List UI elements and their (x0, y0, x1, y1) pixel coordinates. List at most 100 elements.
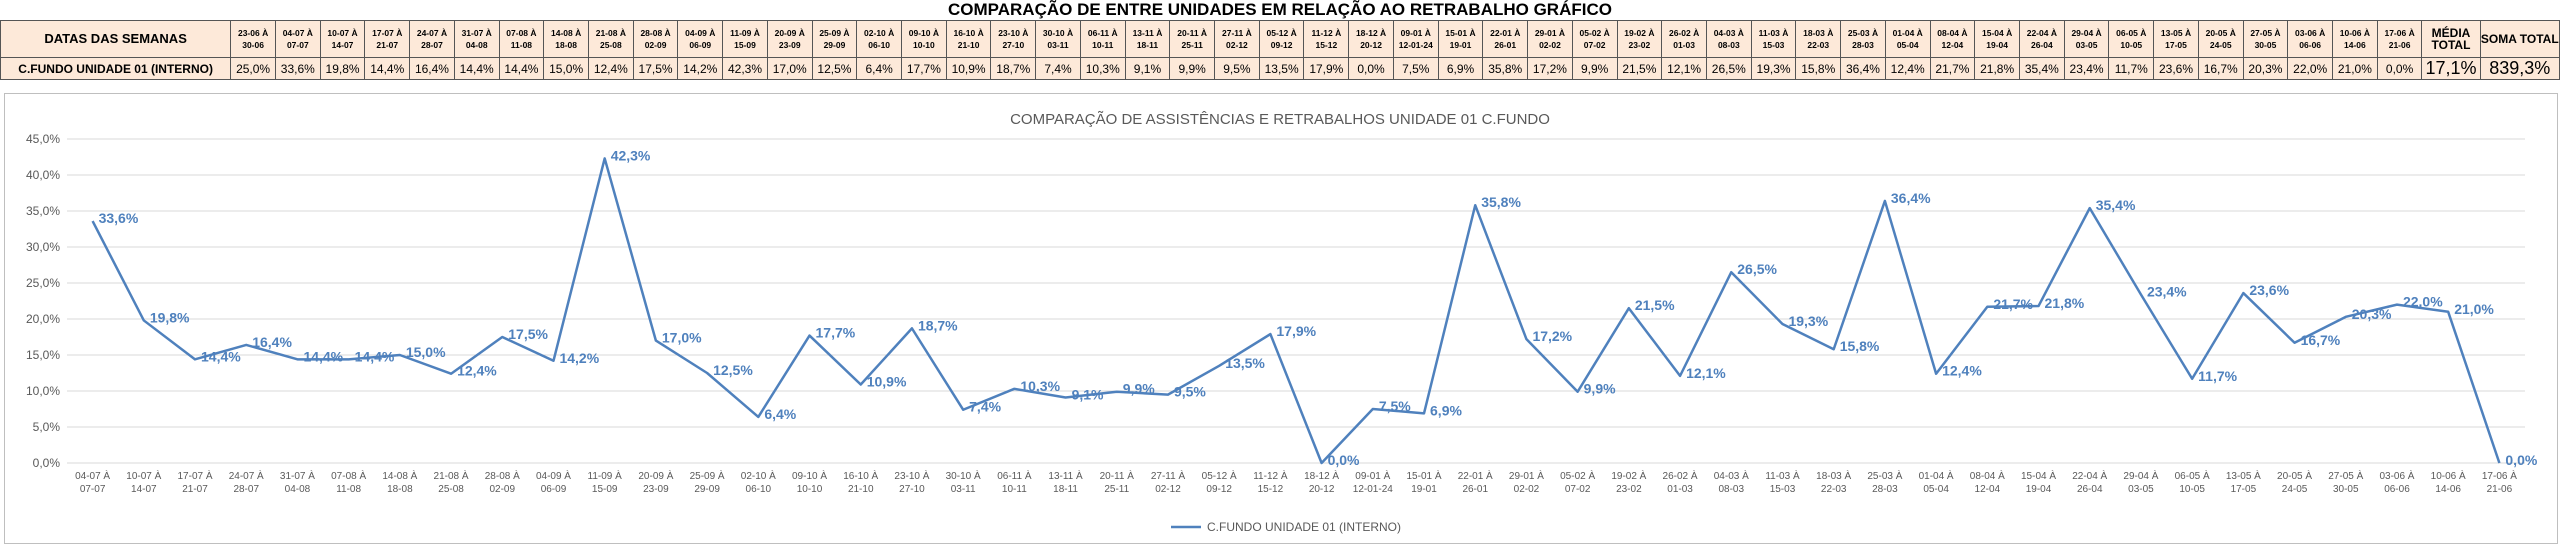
header-row: DATAS DAS SEMANAS 23-06 À 30-06 04-07 À 0… (0, 20, 2560, 58)
week-value: 35,8% (1482, 57, 1529, 80)
week-value: 17,9% (1303, 57, 1350, 80)
x-tick-label: 28-03 (1872, 484, 1898, 495)
x-tick-label: 28-08 À (485, 469, 520, 482)
chart-area: COMPARAÇÃO DE ASSISTÊNCIAS E RETRABALHOS… (4, 93, 2558, 544)
x-tick-label: 05-04 (1923, 484, 1949, 495)
week-header: 09-01 À 12-01-24 (1392, 20, 1439, 58)
data-label: 6,4% (764, 406, 796, 422)
x-tick-label: 21-07 (182, 484, 208, 495)
media-value: 17,1% (2421, 57, 2481, 80)
data-label: 9,9% (1123, 381, 1155, 397)
week-header: 01-04 À 05-04 (1884, 20, 1931, 58)
week-value: 23,4% (2063, 57, 2110, 80)
data-label: 0,0% (2505, 452, 2537, 468)
x-tick-label: 20-11 À (1100, 469, 1135, 482)
week-header: 09-10 À 10-10 (901, 20, 947, 58)
data-label: 19,8% (150, 309, 190, 325)
week-header: 18-03 À 22-03 (1795, 20, 1842, 58)
x-tick-label: 06-05 À (2175, 469, 2210, 482)
x-tick-label: 21-08 À (434, 469, 469, 482)
week-value: 33,6% (274, 57, 321, 80)
week-value: 19,3% (1750, 57, 1797, 80)
week-header: 06-11 À 10-11 (1079, 20, 1126, 58)
x-tick-label: 12-01-24 (1353, 484, 1393, 495)
week-header: 29-04 À 03-05 (2063, 20, 2110, 58)
y-tick-label: 45,0% (26, 132, 60, 146)
y-tick-label: 0,0% (33, 456, 61, 470)
x-tick-label: 22-03 (1821, 484, 1847, 495)
x-tick-label: 23-02 (1616, 484, 1642, 495)
data-label: 17,7% (816, 325, 856, 341)
week-value: 0,0% (1348, 57, 1394, 80)
data-label: 7,4% (969, 399, 1001, 415)
x-tick-label: 27-10 (899, 484, 925, 495)
x-tick-label: 25-08 (438, 484, 464, 495)
week-header: 04-03 À 08-03 (1705, 20, 1752, 58)
x-tick-label: 17-07 À (178, 469, 213, 482)
x-axis: 04-07 À 07-07 10-07 À 14-07 17-07 À 21-07 24-0… (75, 469, 2517, 495)
week-header: 11-03 À 15-03 (1750, 20, 1797, 58)
data-label: 33,6% (99, 210, 139, 226)
data-label: 17,5% (508, 326, 548, 342)
data-label: 19,3% (1788, 313, 1828, 329)
week-header: 26-02 À 01-03 (1661, 20, 1707, 58)
x-tick-label: 21-06 (2487, 484, 2513, 495)
x-tick-label: 04-07 À (75, 469, 110, 482)
x-tick-label: 27-11 À (1151, 469, 1186, 482)
week-value: 12,4% (587, 57, 634, 80)
data-label: 16,4% (252, 334, 292, 350)
gridlines (67, 138, 2525, 464)
data-label: 10,3% (1020, 378, 1060, 394)
y-tick-label: 25,0% (26, 276, 60, 290)
x-tick-label: 24-05 (2282, 484, 2308, 495)
page-title: COMPARAÇÃO DE ENTRE UNIDADES EM RELAÇÃO … (948, 0, 1612, 19)
week-header: 03-06 À 06-06 (2287, 20, 2334, 58)
x-tick-label: 14-06 (2435, 484, 2461, 495)
week-header: 13-11 À 18-11 (1124, 20, 1171, 58)
data-label: 16,7% (2301, 332, 2341, 348)
x-tick-label: 09-01 À (1355, 469, 1390, 482)
y-tick-label: 10,0% (26, 384, 60, 398)
x-tick-label: 17-05 (2231, 484, 2257, 495)
week-header: 20-11 À 25-11 (1169, 20, 1216, 58)
week-header: 10-07 À 14-07 (319, 20, 366, 58)
week-header: 07-08 À 11-08 (498, 20, 545, 58)
week-header: 10-06 À 14-06 (2332, 20, 2378, 58)
x-tick-label: 05-12 À (1202, 469, 1237, 482)
data-label: 12,4% (457, 363, 497, 379)
week-value: 42,3% (722, 57, 768, 80)
x-tick-label: 30-10 À (946, 469, 981, 482)
x-tick-label: 26-01 (1462, 484, 1488, 495)
x-tick-label: 20-09 À (638, 469, 673, 482)
week-value: 16,7% (2197, 57, 2244, 80)
data-label: 12,1% (1686, 365, 1726, 381)
x-tick-label: 27-05 À (2328, 469, 2363, 482)
week-value: 12,4% (1884, 57, 1931, 80)
x-tick-label: 15-01 À (1407, 469, 1442, 482)
week-value: 17,5% (632, 57, 679, 80)
week-value: 14,4% (364, 57, 411, 80)
data-label: 21,7% (1993, 296, 2033, 312)
week-header: 24-07 À 28-07 (409, 20, 455, 58)
data-label: 14,4% (355, 348, 395, 364)
y-tick-label: 35,0% (26, 204, 60, 218)
week-value: 20,3% (2242, 57, 2289, 80)
x-tick-label: 11-09 À (588, 469, 623, 482)
data-label: 36,4% (1891, 190, 1931, 206)
week-header: 30-10 À 03-11 (1035, 20, 1081, 58)
x-tick-label: 21-10 (848, 484, 874, 495)
week-header: 22-01 À 26-01 (1482, 20, 1529, 58)
week-value: 17,0% (766, 57, 813, 80)
week-value: 23,6% (2153, 57, 2199, 80)
x-tick-label: 23-10 À (894, 469, 929, 482)
data-label: 14,4% (201, 348, 241, 364)
x-tick-label: 14-07 (131, 484, 157, 495)
x-tick-label: 16-10 À (843, 469, 878, 482)
x-tick-label: 04-03 À (1714, 469, 1749, 482)
week-header: 22-04 À 26-04 (2018, 20, 2065, 58)
data-label: 23,4% (2147, 284, 2187, 300)
x-tick-label: 15-03 (1770, 484, 1796, 495)
data-label: 10,9% (867, 374, 907, 390)
x-tick-label: 15-04 À (2021, 469, 2056, 482)
header-label: DATAS DAS SEMANAS (0, 20, 232, 58)
